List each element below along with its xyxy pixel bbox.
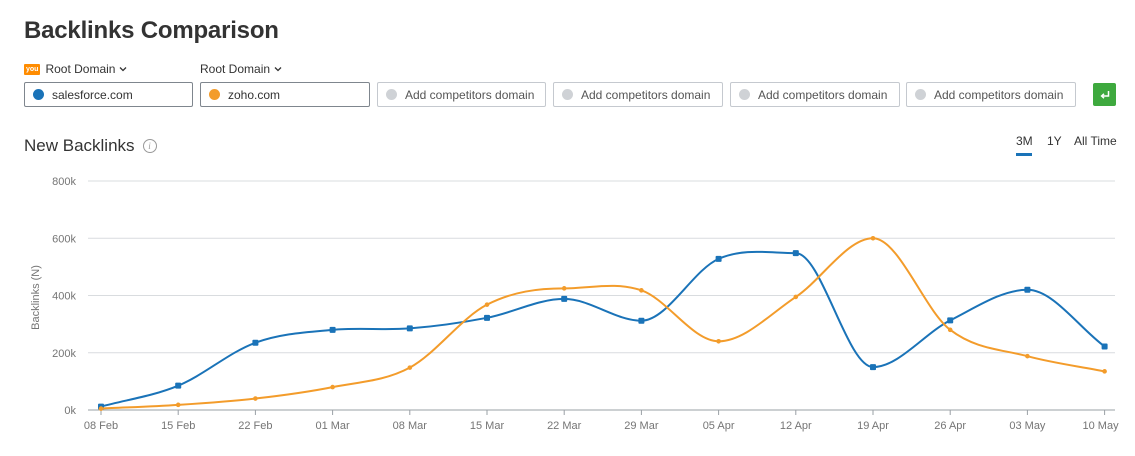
data-point-salesforce — [947, 317, 954, 324]
data-point-salesforce — [484, 314, 490, 321]
empty-dot-icon — [739, 89, 750, 100]
data-point-salesforce — [252, 339, 259, 346]
domain-input-zoho[interactable]: zoho.com — [200, 82, 370, 107]
y-tick-label: 800k — [52, 176, 76, 188]
data-point-zoho — [793, 294, 799, 300]
empty-dot-icon — [386, 89, 397, 100]
data-point-zoho — [716, 339, 721, 344]
domain-value: zoho.com — [228, 87, 281, 102]
competitor-input-3[interactable]: Add competitors domain — [730, 82, 900, 107]
domain-input-salesforce[interactable]: salesforce.com — [24, 82, 193, 107]
data-point-zoho — [253, 396, 258, 401]
x-tick-label: 08 Mar — [393, 420, 428, 432]
empty-dot-icon — [562, 89, 573, 100]
data-point-zoho — [947, 327, 953, 333]
data-point-zoho — [330, 384, 335, 390]
data-point-zoho — [1102, 369, 1107, 374]
series-line-zoho — [100, 237, 1105, 410]
x-tick-label: 26 Apr — [934, 420, 966, 432]
x-tick-label: 08 Feb — [84, 420, 118, 432]
data-point-salesforce — [638, 317, 645, 324]
root-domain-dropdown-1[interactable]: you Root Domain — [24, 62, 127, 76]
compare-go-button[interactable] — [1093, 83, 1116, 106]
data-point-salesforce — [561, 295, 568, 302]
data-point-zoho — [870, 235, 876, 241]
data-point-zoho — [175, 402, 181, 408]
y-tick-label: 600k — [52, 233, 76, 245]
you-badge: you — [24, 63, 41, 75]
y-tick-label: 200k — [52, 348, 76, 360]
y-tick-label: 0k — [64, 405, 76, 417]
dropdown-label: Root Domain — [45, 62, 116, 76]
tab-3m[interactable]: 3M — [1016, 134, 1033, 148]
data-point-salesforce — [1024, 286, 1031, 293]
domain-value: salesforce.com — [52, 87, 133, 102]
dropdown-label: Root Domain — [200, 62, 271, 76]
data-point-salesforce — [715, 255, 722, 262]
data-point-zoho — [561, 286, 567, 291]
x-tick-label: 22 Mar — [547, 420, 582, 432]
tab-1y[interactable]: 1Y — [1047, 134, 1062, 148]
data-point-salesforce — [792, 250, 799, 257]
data-point-salesforce — [175, 382, 182, 389]
competitor-placeholder: Add competitors domain — [934, 87, 1064, 102]
x-tick-label: 12 Apr — [780, 420, 812, 432]
selected-range-indicator — [1016, 153, 1032, 156]
competitor-input-2[interactable]: Add competitors domain — [553, 82, 723, 107]
x-tick-label: 10 May — [1083, 420, 1120, 432]
x-tick-label: 05 Apr — [703, 420, 735, 432]
page-title: Backlinks Comparison — [24, 17, 279, 44]
info-icon[interactable]: i — [142, 139, 157, 153]
section-title: New Backlinks i — [24, 136, 157, 156]
data-point-salesforce — [870, 364, 876, 371]
x-tick-label: 22 Feb — [238, 420, 272, 432]
competitor-placeholder: Add competitors domain — [405, 87, 535, 102]
competitor-input-4[interactable]: Add competitors domain — [906, 82, 1076, 107]
competitor-placeholder: Add competitors domain — [758, 87, 888, 102]
x-tick-label: 01 Mar — [315, 420, 350, 432]
root-domain-dropdown-2[interactable]: Root Domain — [200, 62, 282, 76]
enter-arrow-icon — [1099, 90, 1109, 99]
empty-dot-icon — [915, 89, 926, 100]
data-point-salesforce — [1101, 343, 1108, 350]
data-point-zoho — [407, 365, 413, 370]
data-point-zoho — [639, 288, 644, 293]
x-tick-label: 15 Mar — [470, 420, 505, 432]
x-tick-label: 15 Feb — [161, 420, 195, 432]
x-tick-label: 29 Mar — [624, 420, 659, 432]
data-point-zoho — [484, 302, 490, 307]
competitor-placeholder: Add competitors domain — [581, 87, 711, 102]
series-dot-icon — [33, 89, 44, 100]
data-point-zoho — [1025, 353, 1030, 359]
x-tick-label: 03 May — [1009, 420, 1046, 432]
data-point-zoho — [98, 406, 104, 411]
section-title-text: New Backlinks — [24, 136, 135, 155]
y-axis-title: Backlinks (N) — [30, 265, 42, 330]
x-tick-label: 19 Apr — [857, 420, 889, 432]
tab-all-time[interactable]: All Time — [1074, 134, 1117, 148]
chevron-down-icon — [120, 67, 127, 72]
data-point-salesforce — [329, 326, 336, 333]
series-dot-icon — [209, 89, 220, 100]
series-line-salesforce — [100, 250, 1106, 408]
y-tick-label: 400k — [52, 291, 76, 303]
chevron-down-icon — [274, 67, 282, 72]
data-point-salesforce — [406, 325, 413, 332]
competitor-input-1[interactable]: Add competitors domain — [377, 82, 546, 107]
